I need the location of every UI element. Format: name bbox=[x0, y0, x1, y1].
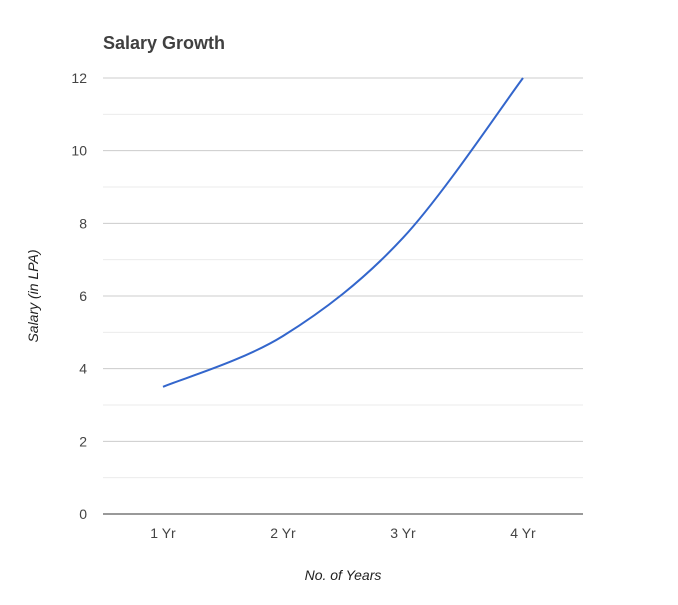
y-tick-label: 4 bbox=[79, 361, 87, 377]
y-tick-label: 2 bbox=[79, 433, 87, 449]
y-tick-label: 8 bbox=[79, 215, 87, 231]
x-tick-label: 1 Yr bbox=[150, 525, 176, 541]
data-points bbox=[160, 75, 526, 390]
y-axis-title: Salary (in LPA) bbox=[25, 249, 41, 342]
data-point-2 bbox=[280, 333, 286, 339]
y-axis-ticks: 0 2 4 6 8 10 12 bbox=[71, 70, 87, 522]
series-line-salary bbox=[162, 77, 524, 388]
data-point-1 bbox=[160, 384, 166, 390]
y-tick-label: 6 bbox=[79, 288, 87, 304]
y-tick-label: 12 bbox=[71, 70, 87, 86]
data-point-4 bbox=[520, 75, 526, 81]
x-tick-label: 4 Yr bbox=[510, 525, 536, 541]
x-axis-ticks: 1 Yr 2 Yr 3 Yr 4 Yr bbox=[150, 525, 536, 541]
chart-title: Salary Growth bbox=[103, 33, 225, 53]
data-point-3 bbox=[400, 235, 406, 241]
gridlines bbox=[103, 77, 583, 479]
x-tick-label: 3 Yr bbox=[390, 525, 416, 541]
y-tick-label: 10 bbox=[71, 143, 87, 159]
x-tick-label: 2 Yr bbox=[270, 525, 296, 541]
x-axis-title: No. of Years bbox=[305, 567, 382, 583]
y-tick-label: 0 bbox=[79, 506, 87, 522]
